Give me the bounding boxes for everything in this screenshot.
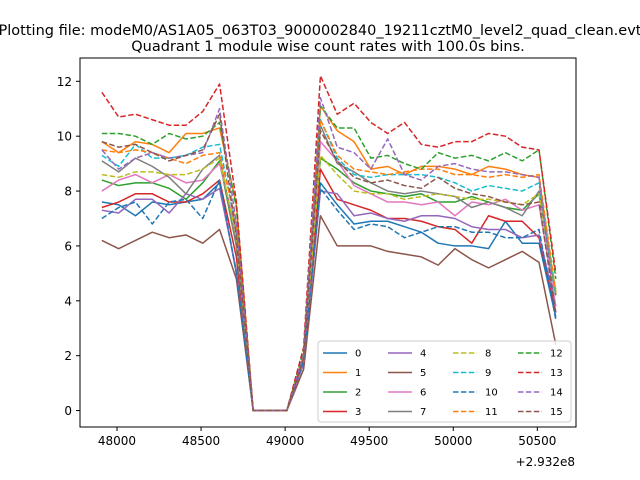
y-tick-label: 0 <box>64 404 72 418</box>
x-tick-label: 49000 <box>266 434 304 448</box>
series-line-1 <box>101 105 557 412</box>
legend-label-0: 0 <box>355 349 361 360</box>
series-line-3 <box>101 168 557 412</box>
y-tick-label: 10 <box>57 130 72 144</box>
y-tick-label: 4 <box>64 294 72 308</box>
legend-label-1: 1 <box>355 368 361 379</box>
series-line-6 <box>101 140 557 412</box>
series-line-14 <box>101 97 557 412</box>
x-tick-label: 48000 <box>98 434 136 448</box>
y-tick-label: 12 <box>57 75 72 89</box>
legend-label-7: 7 <box>420 407 426 418</box>
series-line-8 <box>101 154 557 412</box>
series-line-11 <box>101 118 557 412</box>
y-tick-label: 2 <box>64 349 72 363</box>
series-line-12 <box>101 105 557 412</box>
legend-label-5: 5 <box>420 368 426 379</box>
x-tick-label: 50000 <box>434 434 472 448</box>
chart-title: Quadrant 1 module wise count rates with … <box>131 39 525 55</box>
y-tick-label: 8 <box>64 185 72 199</box>
series-line-5 <box>101 215 557 412</box>
legend-label-14: 14 <box>550 388 563 399</box>
legend-label-4: 4 <box>420 349 426 360</box>
y-tick-label: 6 <box>64 239 72 253</box>
x-tick-label: 48500 <box>182 434 220 448</box>
figure-suptitle: Plotting file: modeM0/AS1A05_063T03_9000… <box>0 23 640 39</box>
series-line-4 <box>101 187 557 412</box>
series-line-13 <box>101 75 557 412</box>
legend-label-11: 11 <box>485 407 498 418</box>
legend-label-3: 3 <box>355 407 361 418</box>
legend-label-10: 10 <box>485 388 498 399</box>
legend-label-13: 13 <box>550 368 563 379</box>
legend-box <box>317 340 572 423</box>
legend-label-2: 2 <box>355 388 361 399</box>
legend-label-15: 15 <box>550 407 563 418</box>
legend-label-9: 9 <box>485 368 491 379</box>
legend-label-8: 8 <box>485 349 491 360</box>
axes-frame <box>79 57 577 428</box>
series-line-10 <box>101 179 557 412</box>
x-tick-label: 50500 <box>518 434 556 448</box>
legend-label-12: 12 <box>550 349 563 360</box>
x-offset-label: +2.932e8 <box>516 455 575 469</box>
legend-label-6: 6 <box>420 388 426 399</box>
series-line-15 <box>101 113 557 412</box>
x-tick-label: 49500 <box>350 434 388 448</box>
